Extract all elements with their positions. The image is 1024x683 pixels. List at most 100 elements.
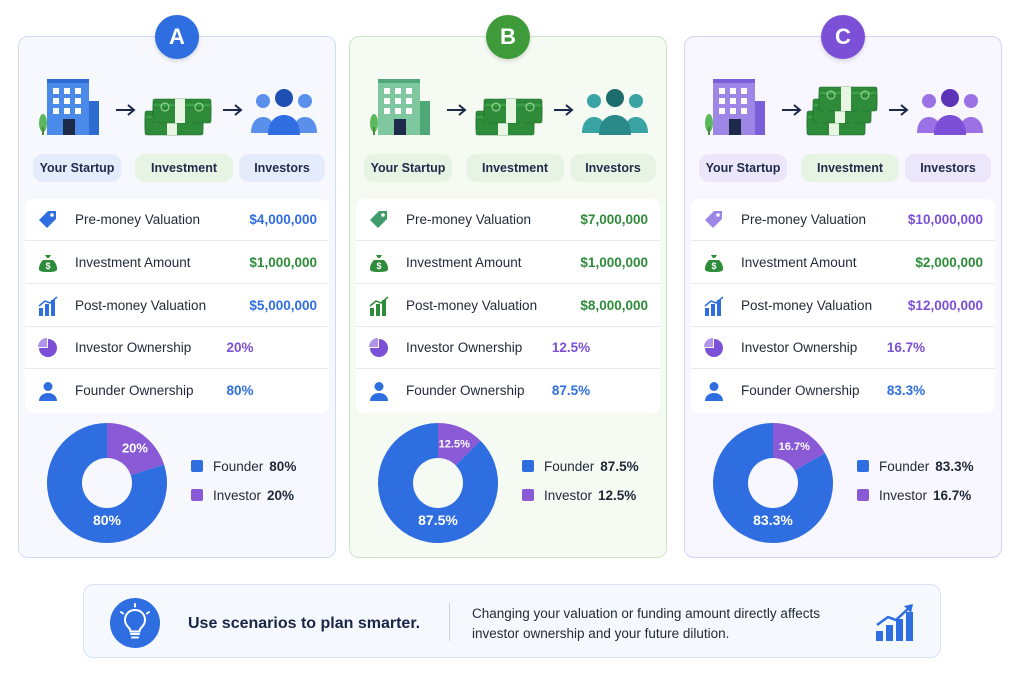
metric-row: Post-money Valuation $8,000,000 — [356, 285, 660, 327]
donut-label-investor: 16.7% — [779, 441, 810, 453]
pie-icon — [703, 337, 725, 359]
metric-label: Post-money Valuation — [741, 297, 873, 313]
scenario-panel-c: C Your Startup Investment Investors Pre-mo… — [684, 15, 1002, 558]
scenario-panel-b: B Your Startup Investment Investors Pre-mo… — [349, 15, 667, 558]
metric-label: Investment Amount — [741, 254, 857, 270]
donut-slice-founder — [47, 423, 167, 543]
flow-label-investment: Investment — [466, 154, 564, 182]
metric-value: 16.7% — [886, 340, 926, 356]
money-bag-icon: $ — [368, 252, 390, 274]
donut-label-founder: 80% — [93, 512, 122, 528]
metric-row: Investor Ownership 12.5% — [356, 327, 660, 370]
metric-label: Founder Ownership — [741, 383, 860, 399]
legend-label: Investor — [544, 488, 593, 503]
svg-text:$: $ — [45, 261, 50, 271]
metric-row: Post-money Valuation $5,000,000 — [25, 285, 329, 327]
metric-value: $8,000,000 — [580, 297, 648, 313]
legend-investor: Investor 12.5% — [522, 488, 636, 503]
flow-label-startup: Your Startup — [33, 154, 121, 182]
bar-growth-icon — [703, 295, 725, 317]
money-bag-icon: $ — [37, 252, 59, 274]
legend-swatch — [191, 489, 203, 501]
metric-row: Founder Ownership 83.3% — [691, 370, 995, 412]
legend-investor: Investor 20% — [191, 488, 294, 503]
metric-row: $ Investment Amount $1,000,000 — [25, 242, 329, 284]
legend-value: 80% — [269, 459, 297, 474]
pie-icon — [37, 337, 59, 359]
legend-label: Founder — [213, 459, 264, 474]
flow-label-startup: Your Startup — [364, 154, 452, 182]
growth-chart-icon — [874, 603, 916, 643]
metric-label: Investor Ownership — [75, 340, 192, 356]
legend-swatch — [857, 460, 869, 472]
tip-divider — [449, 603, 450, 641]
metric-row: Post-money Valuation $12,000,000 — [691, 285, 995, 327]
metric-value: 80% — [226, 383, 254, 399]
metric-value: $1,000,000 — [580, 254, 648, 270]
legend-label: Investor — [213, 488, 262, 503]
legend-value: 87.5% — [600, 459, 639, 474]
metric-label: Post-money Valuation — [75, 297, 207, 313]
legend-swatch — [191, 460, 203, 472]
ownership-donut-chart: 12.5% 87.5% — [378, 423, 498, 543]
legend-value: 83.3% — [935, 459, 974, 474]
flow-label-investors: Investors — [570, 154, 656, 182]
tip-body: Changing your valuation or funding amoun… — [472, 604, 872, 644]
metric-value: 20% — [226, 340, 254, 356]
price-tag-icon — [37, 209, 59, 231]
legend-label: Founder — [544, 459, 595, 474]
metrics-table: Pre-money Valuation $10,000,000 $ Invest… — [691, 199, 995, 413]
metric-row: Pre-money Valuation $4,000,000 — [25, 199, 329, 241]
metric-label: Pre-money Valuation — [75, 212, 201, 227]
legend-swatch — [857, 489, 869, 501]
donut-slice-investor — [438, 423, 481, 466]
legend-founder: Founder 83.3% — [857, 459, 974, 474]
funding-flow — [350, 79, 666, 179]
flow-label-investors: Investors — [239, 154, 325, 182]
metric-label: Post-money Valuation — [406, 297, 538, 313]
metric-value: 87.5% — [551, 383, 591, 399]
metric-row: $ Investment Amount $1,000,000 — [356, 242, 660, 284]
svg-text:$: $ — [711, 261, 716, 271]
metric-value: $4,000,000 — [249, 212, 317, 227]
scenario-panel-a: A Your Startup Investment Investors Pre-mo… — [18, 15, 336, 558]
donut-slice-founder — [378, 423, 498, 543]
metric-label: Pre-money Valuation — [741, 212, 867, 227]
flow-label-investment: Investment — [801, 154, 899, 182]
legend-swatch — [522, 460, 534, 472]
metric-value: $1,000,000 — [249, 254, 317, 270]
funding-flow — [685, 79, 1001, 179]
donut-slice-investor — [773, 423, 826, 471]
flow-label-startup: Your Startup — [699, 154, 787, 182]
metric-row: Pre-money Valuation $10,000,000 — [691, 199, 995, 241]
legend-value: 16.7% — [933, 488, 972, 503]
donut-label-investor: 12.5% — [439, 439, 470, 451]
donut-slice-investor — [107, 423, 165, 476]
metric-row: Pre-money Valuation $7,000,000 — [356, 199, 660, 241]
tip-banner: Use scenarios to plan smarter. Changing … — [83, 584, 941, 658]
tip-headline: Use scenarios to plan smarter. — [188, 615, 421, 632]
metric-value: 12.5% — [551, 340, 591, 356]
metric-row: Founder Ownership 80% — [25, 370, 329, 412]
donut-label-investor: 20% — [122, 441, 148, 456]
legend-investor: Investor 16.7% — [857, 488, 971, 503]
metrics-table: Pre-money Valuation $4,000,000 $ Investm… — [25, 199, 329, 413]
legend-label: Founder — [879, 459, 930, 474]
donut-slice-founder — [713, 423, 833, 543]
metric-value: 83.3% — [886, 383, 926, 399]
funding-flow — [19, 79, 335, 179]
metrics-table: Pre-money Valuation $7,000,000 $ Investm… — [356, 199, 660, 413]
metric-label: Investment Amount — [75, 254, 191, 270]
metric-row: Founder Ownership 87.5% — [356, 370, 660, 412]
svg-text:$: $ — [376, 261, 381, 271]
metric-value: $10,000,000 — [907, 212, 983, 227]
metric-label: Founder Ownership — [75, 383, 194, 399]
flow-label-investors: Investors — [905, 154, 991, 182]
person-icon — [37, 380, 59, 402]
metric-row: Investor Ownership 16.7% — [691, 327, 995, 370]
metric-label: Investment Amount — [406, 254, 522, 270]
ownership-donut-chart: 16.7% 83.3% — [713, 423, 833, 543]
scenario-badge: B — [486, 15, 530, 59]
price-tag-icon — [368, 209, 390, 231]
metric-label: Pre-money Valuation — [406, 212, 532, 227]
